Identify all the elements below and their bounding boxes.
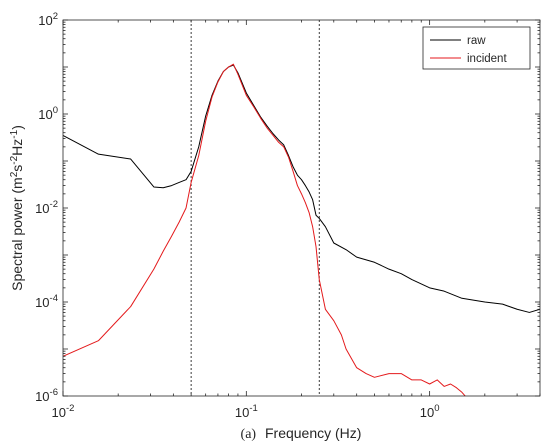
x-axis-title: Frequency (Hz) [265,425,361,441]
legend-box [422,26,531,70]
x-axis-label: (a) Frequency (Hz) [241,425,362,442]
y-tick-label: 102 [38,11,58,28]
axis-ticks [62,19,541,397]
y-axis-label: Spectral power (m2s-2Hz-1) [9,125,25,291]
frequency-band-markers [190,20,320,396]
x-tick-label: 100 [420,403,440,420]
legend-label-raw: raw [467,35,486,47]
legend-label-incident: incident [467,53,507,65]
series-line-raw [63,64,540,313]
plot-background [63,20,540,396]
plot-frame [62,19,541,397]
legend: raw incident [422,26,531,70]
x-tick-labels: 10-2 10-1 100 [52,403,440,420]
y-tick-label: 10-4 [35,293,58,310]
y-tick-labels: 10-6 10-4 10-2 100 102 [35,11,58,404]
y-tick-label: 100 [38,105,58,122]
series-lines [63,63,540,396]
y-tick-label: 10-6 [35,387,58,404]
x-tick-label: 10-2 [52,403,75,420]
x-tick-label: 10-1 [235,403,258,420]
series-line-incident [63,63,466,396]
caption-prefix: (a) [241,427,257,442]
y-tick-label: 10-2 [35,199,58,216]
